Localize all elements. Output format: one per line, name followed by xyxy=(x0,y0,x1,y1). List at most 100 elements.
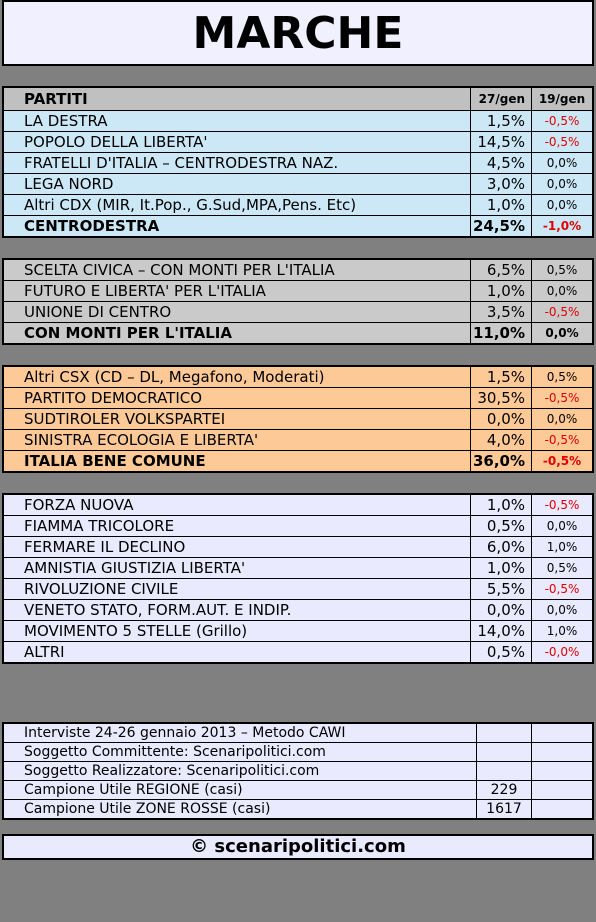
info-empty xyxy=(531,799,594,820)
value-cell: 1,0% xyxy=(470,493,532,516)
value-cell: -0,5% xyxy=(531,578,594,600)
value-cell: -0,0% xyxy=(531,641,594,664)
row: LEGA NORD 3,0% 0,0% xyxy=(2,173,594,195)
party-group: FORZA NUOVA 1,0% -0,5% FIAMMA TRICOLORE 0,5%… xyxy=(2,493,594,664)
footer: © scenaripolitici.com xyxy=(2,834,594,860)
value-cell: 4,5% xyxy=(470,152,532,174)
label-cell: ITALIA BENE COMUNE xyxy=(2,450,471,473)
label-cell: ALTRI xyxy=(2,641,471,664)
value-cell: 0,0% xyxy=(531,322,594,345)
info-label: Campione Utile ZONE ROSSE (casi) xyxy=(2,799,477,820)
label-cell: SINISTRA ECOLOGIA E LIBERTA' xyxy=(2,429,471,451)
row: ALTRI 0,5% -0,0% xyxy=(2,641,594,664)
value-cell: 1,5% xyxy=(470,365,532,388)
value-cell: 14,5% xyxy=(470,131,532,153)
label-cell: FERMARE IL DECLINO xyxy=(2,536,471,558)
info-row: Interviste 24-26 gennaio 2013 – Metodo C… xyxy=(2,722,594,743)
value-cell: -0,5% xyxy=(531,301,594,323)
row: SUDTIROLER VOLKSPARTEI 0,0% 0,0% xyxy=(2,408,594,430)
value-cell: 11,0% xyxy=(470,322,532,345)
value-cell: -0,5% xyxy=(531,110,594,132)
row: FIAMMA TRICOLORE 0,5% 0,0% xyxy=(2,515,594,537)
label-cell: LA DESTRA xyxy=(2,110,471,132)
value-cell: 0,0% xyxy=(531,408,594,430)
value-cell: 6,0% xyxy=(470,536,532,558)
info-value xyxy=(476,742,532,762)
row: ITALIA BENE COMUNE 36,0% -0,5% xyxy=(2,450,594,473)
row: Altri CDX (MIR, It.Pop., G.Sud,MPA,Pens.… xyxy=(2,194,594,216)
info-table: Interviste 24-26 gennaio 2013 – Metodo C… xyxy=(2,722,594,820)
label-cell: Altri CDX (MIR, It.Pop., G.Sud,MPA,Pens.… xyxy=(2,194,471,216)
info-label: Interviste 24-26 gennaio 2013 – Metodo C… xyxy=(2,722,477,743)
value-cell: 0,0% xyxy=(470,599,532,621)
party-group: PARTITI 27/gen 19/gen LA DESTRA 1,5% -0,5% POP… xyxy=(2,86,594,238)
value-cell: 0,5% xyxy=(531,258,594,281)
value-cell: -0,5% xyxy=(531,493,594,516)
label-cell: CON MONTI PER L'ITALIA xyxy=(2,322,471,345)
row: PARTITO DEMOCRATICO 30,5% -0,5% xyxy=(2,387,594,409)
content: PARTITI 27/gen 19/gen LA DESTRA 1,5% -0,5% POP… xyxy=(0,86,596,860)
party-group: Altri CSX (CD – DL, Megafono, Moderati) 1… xyxy=(2,365,594,473)
value-cell: 1,5% xyxy=(470,110,532,132)
value-cell: 19/gen xyxy=(531,86,594,111)
info-empty xyxy=(531,780,594,800)
value-cell: 27/gen xyxy=(470,86,532,111)
label-cell: SUDTIROLER VOLKSPARTEI xyxy=(2,408,471,430)
value-cell: 0,0% xyxy=(531,194,594,216)
info-label: Soggetto Realizzatore: Scenaripolitici.c… xyxy=(2,761,477,781)
label-cell: MOVIMENTO 5 STELLE (Grillo) xyxy=(2,620,471,642)
value-cell: 36,0% xyxy=(470,450,532,473)
label-cell: PARTITO DEMOCRATICO xyxy=(2,387,471,409)
row: Altri CSX (CD – DL, Megafono, Moderati) 1… xyxy=(2,365,594,388)
label-cell: FUTURO E LIBERTA' PER L'ITALIA xyxy=(2,280,471,302)
label-cell: FIAMMA TRICOLORE xyxy=(2,515,471,537)
label-cell: PARTITI xyxy=(2,86,471,111)
info-empty xyxy=(531,761,594,781)
value-cell: 14,0% xyxy=(470,620,532,642)
value-cell: 0,5% xyxy=(470,641,532,664)
value-cell: 30,5% xyxy=(470,387,532,409)
row: MOVIMENTO 5 STELLE (Grillo) 14,0% 1,0% xyxy=(2,620,594,642)
label-cell: LEGA NORD xyxy=(2,173,471,195)
value-cell: 1,0% xyxy=(531,620,594,642)
value-cell: -1,0% xyxy=(531,215,594,238)
value-cell: 1,0% xyxy=(470,194,532,216)
value-cell: 1,0% xyxy=(470,280,532,302)
value-cell: 1,0% xyxy=(531,536,594,558)
row: VENETO STATO, FORM.AUT. E INDIP. 0,0% 0,0% xyxy=(2,599,594,621)
row: AMNISTIA GIUSTIZIA LIBERTA' 1,0% 0,5% xyxy=(2,557,594,579)
info-label: Campione Utile REGIONE (casi) xyxy=(2,780,477,800)
value-cell: 3,0% xyxy=(470,173,532,195)
info-row: Campione Utile ZONE ROSSE (casi) 1617 xyxy=(2,799,594,820)
row: FORZA NUOVA 1,0% -0,5% xyxy=(2,493,594,516)
row: CENTRODESTRA 24,5% -1,0% xyxy=(2,215,594,238)
value-cell: -0,5% xyxy=(531,429,594,451)
value-cell: 3,5% xyxy=(470,301,532,323)
party-group: SCELTA CIVICA – CON MONTI PER L'ITALIA 6,… xyxy=(2,258,594,345)
label-cell: Altri CSX (CD – DL, Megafono, Moderati) xyxy=(2,365,471,388)
label-cell: CENTRODESTRA xyxy=(2,215,471,238)
title: MARCHE xyxy=(2,0,594,66)
value-cell: 0,5% xyxy=(531,365,594,388)
value-cell: 0,0% xyxy=(531,599,594,621)
value-cell: 0,0% xyxy=(531,173,594,195)
value-cell: 5,5% xyxy=(470,578,532,600)
row: FRATELLI D'ITALIA – CENTRODESTRA NAZ. 4,5… xyxy=(2,152,594,174)
row: RIVOLUZIONE CIVILE 5,5% -0,5% xyxy=(2,578,594,600)
value-cell: -0,5% xyxy=(531,131,594,153)
info-label: Soggetto Committente: Scenaripolitici.co… xyxy=(2,742,477,762)
value-cell: 4,0% xyxy=(470,429,532,451)
label-cell: FORZA NUOVA xyxy=(2,493,471,516)
info-empty xyxy=(531,742,594,762)
value-cell: 0,0% xyxy=(531,152,594,174)
row: SINISTRA ECOLOGIA E LIBERTA' 4,0% -0,5% xyxy=(2,429,594,451)
label-cell: FRATELLI D'ITALIA – CENTRODESTRA NAZ. xyxy=(2,152,471,174)
info-row: Soggetto Realizzatore: Scenaripolitici.c… xyxy=(2,761,594,781)
row: CON MONTI PER L'ITALIA 11,0% 0,0% xyxy=(2,322,594,345)
value-cell: 0,0% xyxy=(531,280,594,302)
info-value xyxy=(476,761,532,781)
value-cell: 1,0% xyxy=(470,557,532,579)
info-value xyxy=(476,722,532,743)
value-cell: -0,5% xyxy=(531,450,594,473)
value-cell: -0,5% xyxy=(531,387,594,409)
